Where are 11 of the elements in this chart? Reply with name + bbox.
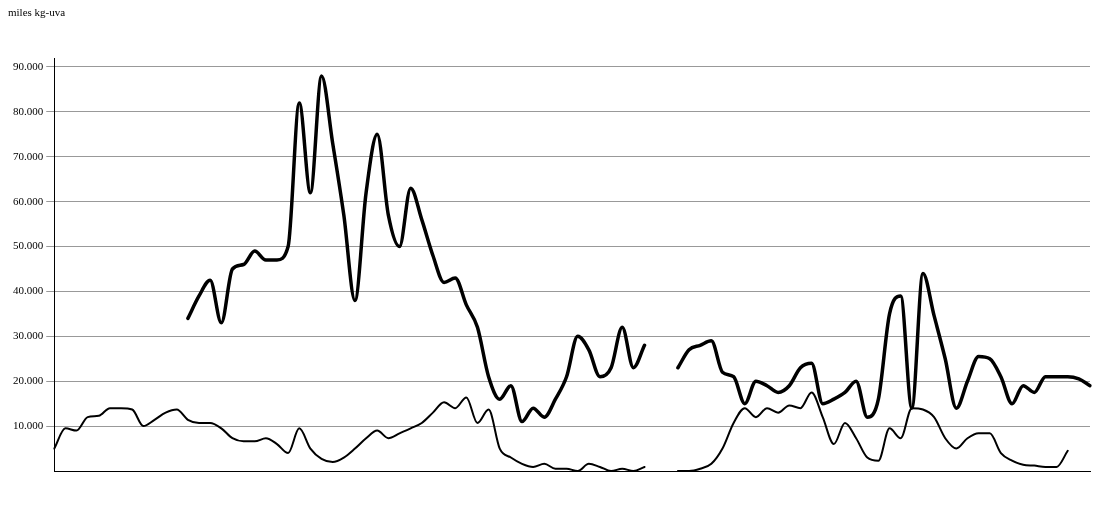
line-series <box>186 74 647 424</box>
y-tick-label: 60.000 <box>13 194 44 207</box>
y-tick-label: 40.000 <box>13 284 44 297</box>
y-tick-label: 50.000 <box>13 239 44 252</box>
y-axis-title: miles kg-uva <box>8 6 66 19</box>
y-tick-label: 90.000 <box>13 59 44 72</box>
y-tick-label: 10.000 <box>13 419 44 431</box>
y-tick-label: 30.000 <box>13 329 44 342</box>
y-tick-label: 70.000 <box>13 149 44 162</box>
y-tick-label: 80.000 <box>13 104 44 117</box>
y-tick-label: 20.000 <box>13 374 44 387</box>
